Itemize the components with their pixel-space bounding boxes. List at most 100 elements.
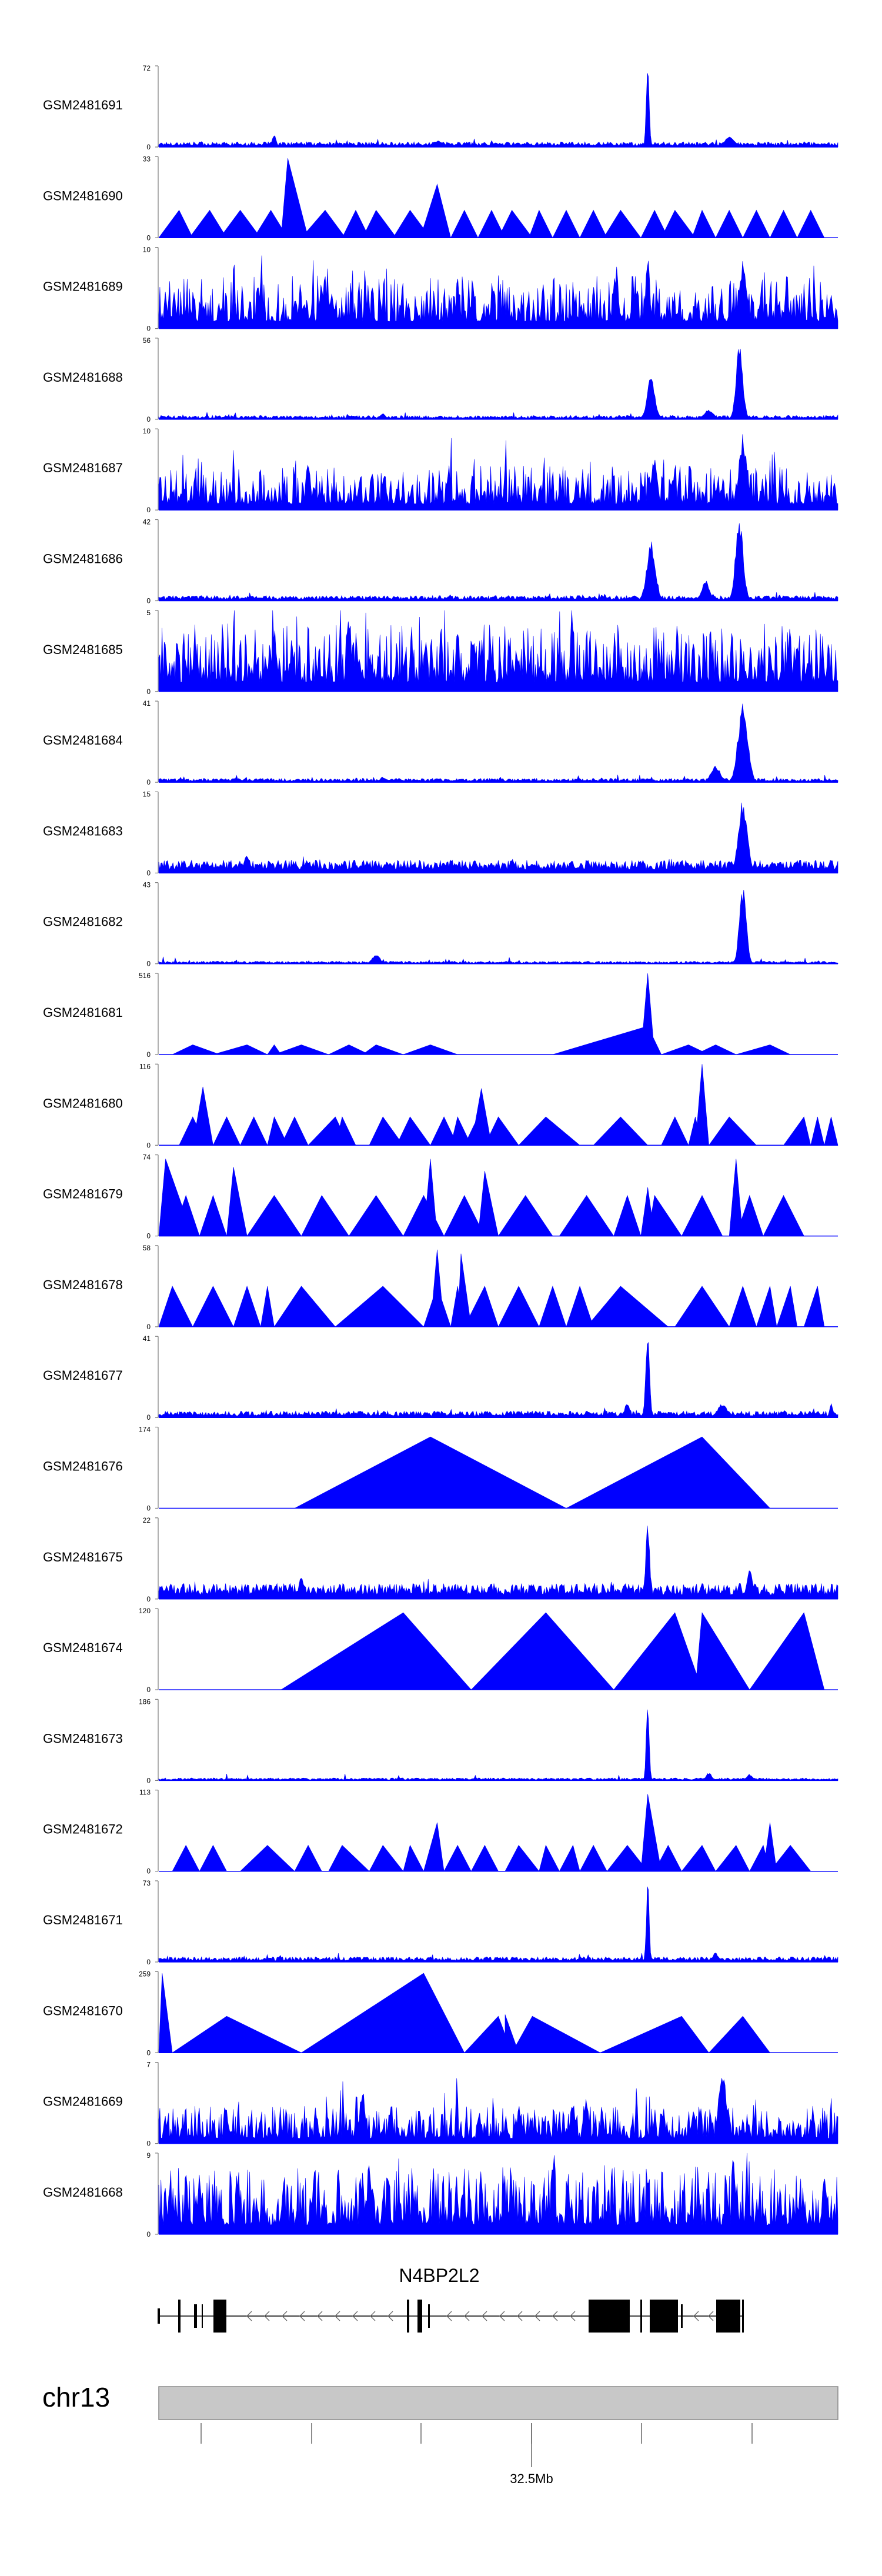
exon [742, 2300, 744, 2333]
track-ymin: 0 [146, 2140, 151, 2148]
track-ymax: 120 [139, 1607, 151, 1615]
track-ymin: 0 [146, 869, 151, 877]
track-label: GSM2481688 [43, 370, 123, 385]
gene-label: N4BP2L2 [399, 2265, 480, 2286]
strand-arrow [570, 2311, 576, 2321]
track-label: GSM2481690 [43, 188, 123, 203]
gene-exons [158, 2300, 744, 2333]
track-label: GSM2481674 [43, 1640, 123, 1655]
track-ymin: 0 [146, 325, 151, 333]
track-ymax: 516 [139, 972, 151, 980]
track-ymax: 186 [139, 1697, 151, 1706]
track-label: GSM2481671 [43, 1913, 123, 1927]
chromosome-ideogram: chr13 32.5Mb [42, 2382, 838, 2486]
coverage-area [172, 1794, 811, 1871]
exon [650, 2300, 678, 2333]
track-ymax: 9 [146, 2151, 151, 2160]
strand-arrow [482, 2311, 487, 2321]
track-ymax: 5 [146, 609, 151, 617]
track-ymax: 41 [143, 699, 151, 708]
strand-arrow [708, 2311, 714, 2321]
coverage-area [158, 2153, 838, 2235]
strand-arrow [264, 2311, 270, 2321]
track-ymin: 0 [146, 1504, 151, 1513]
track: GSM2481680 116 0 [43, 1062, 838, 1149]
track-ymin: 0 [146, 688, 151, 696]
strand-arrow [464, 2311, 470, 2321]
track-label: GSM2481676 [43, 1459, 123, 1474]
track-ymin: 0 [146, 1686, 151, 1694]
exon [178, 2300, 181, 2333]
coverage-tracks: GSM2481691720GSM2481690330GSM2481689100G… [43, 64, 838, 2238]
track: GSM2481682 43 0 [43, 881, 838, 968]
track: GSM2481677 41 0 [43, 1334, 838, 1422]
exon [213, 2300, 226, 2333]
track-ymax: 42 [143, 518, 151, 526]
track-ymax: 73 [143, 1879, 151, 1887]
track-ymax: 43 [143, 881, 151, 889]
exon [428, 2304, 430, 2328]
track-label: GSM2481684 [43, 733, 123, 748]
track-label: GSM2481670 [43, 2003, 123, 2018]
track: GSM2481668 9 0 [43, 2151, 838, 2238]
strand-arrow [387, 2311, 393, 2321]
exon [681, 2304, 683, 2328]
strand-arrow [446, 2311, 452, 2321]
track-ymin: 0 [146, 1141, 151, 1149]
track: GSM2481670 259 0 [43, 1970, 838, 2057]
track: GSM2481691 72 0 [43, 64, 838, 151]
track-ymin: 0 [146, 2230, 151, 2238]
coverage-area [158, 1525, 838, 1600]
exon [716, 2300, 734, 2333]
strand-arrow [246, 2311, 252, 2321]
strand-arrow [552, 2311, 558, 2321]
track: GSM2481674 120 0 [43, 1607, 838, 1694]
track-ymin: 0 [146, 415, 151, 423]
coverage-area [158, 158, 825, 238]
strand-arrow [499, 2311, 505, 2321]
track: GSM2481671 73 0 [43, 1879, 838, 1966]
exon [202, 2304, 203, 2328]
coverage-area [158, 1973, 771, 2053]
track: GSM2481684 41 0 [43, 699, 838, 786]
track-ymin: 0 [146, 960, 151, 968]
coverage-area [158, 1709, 838, 1781]
track: GSM2481676 174 0 [43, 1426, 838, 1513]
track-label: GSM2481682 [43, 915, 123, 929]
track: GSM2481678 58 0 [43, 1244, 838, 1331]
chromosome-band [158, 2386, 838, 2420]
coverage-area [158, 890, 838, 964]
coverage-area [158, 255, 838, 329]
track-ymin: 0 [146, 1413, 151, 1422]
track-ymax: 10 [143, 427, 151, 435]
track: GSM2481685 5 0 [43, 609, 838, 696]
coverage-area [158, 349, 838, 420]
track: GSM2481669 7 0 [43, 2061, 838, 2148]
coverage-area [158, 523, 838, 601]
gene-track: N4BP2L2 [158, 2265, 744, 2333]
track-ymax: 15 [143, 790, 151, 798]
track-ymin: 0 [146, 2048, 151, 2057]
coverage-area [158, 2078, 838, 2144]
track-label: GSM2481689 [43, 279, 123, 294]
track-label: GSM2481675 [43, 1550, 123, 1564]
track-ymin: 0 [146, 1050, 151, 1059]
coverage-area [158, 1342, 838, 1418]
coverage-area [158, 434, 838, 510]
track-ymin: 0 [146, 143, 151, 151]
track-ymin: 0 [146, 1958, 151, 1966]
track-ymin: 0 [146, 1323, 151, 1331]
track-label: GSM2481687 [43, 461, 123, 475]
track-ymax: 56 [143, 336, 151, 345]
track-label: GSM2481673 [43, 1731, 123, 1746]
strand-arrow [299, 2311, 305, 2321]
coverage-area [158, 703, 838, 783]
coverage-area [179, 1064, 838, 1146]
track-label: GSM2481668 [43, 2185, 123, 2200]
exon [194, 2304, 197, 2328]
track-ymax: 10 [143, 246, 151, 254]
exon [733, 2300, 740, 2333]
exon [417, 2300, 422, 2333]
track-ymax: 74 [143, 1153, 151, 1162]
coverage-area [158, 610, 838, 692]
